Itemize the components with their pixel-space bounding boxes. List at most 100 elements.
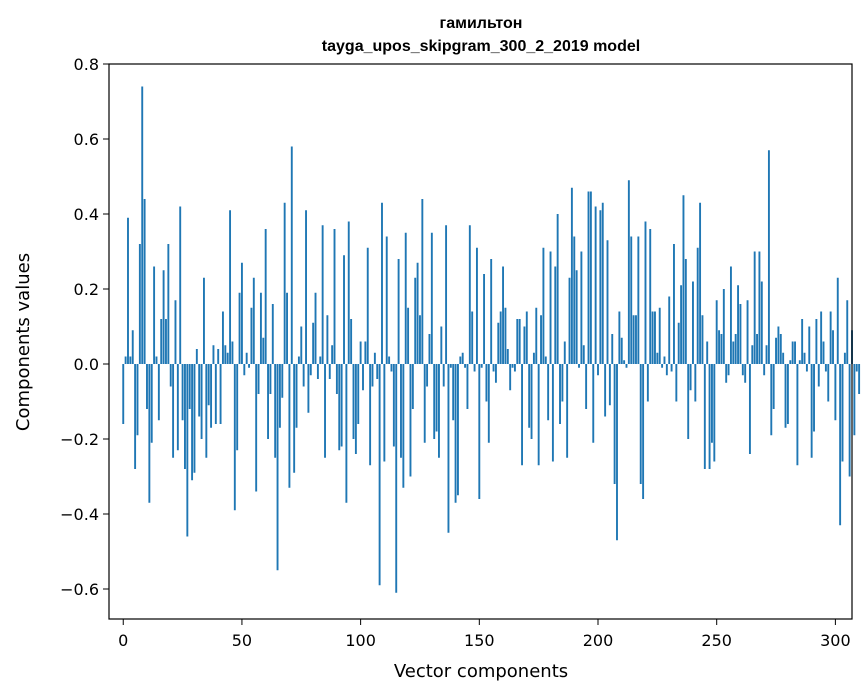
bar <box>127 217 129 364</box>
bar <box>841 364 844 462</box>
bar <box>373 352 376 364</box>
bar <box>485 364 488 402</box>
chart-title: гамильтон <box>440 15 523 32</box>
bar <box>570 187 573 364</box>
bar <box>684 259 687 364</box>
bar <box>523 326 526 364</box>
y-tick-label: 0.0 <box>74 355 99 374</box>
bar <box>411 364 414 409</box>
bar <box>343 255 345 364</box>
bar <box>354 364 357 454</box>
bar <box>839 364 842 526</box>
bar <box>589 191 592 364</box>
bar <box>324 364 326 458</box>
bar <box>217 349 220 364</box>
bar <box>471 311 474 364</box>
bar <box>226 352 229 364</box>
bar <box>528 364 531 428</box>
x-tick-label: 0 <box>118 631 128 650</box>
bar <box>238 292 241 364</box>
bar <box>858 364 861 394</box>
bar <box>188 364 191 409</box>
x-tick-label: 150 <box>464 631 495 650</box>
bar <box>611 334 614 364</box>
bar <box>466 364 469 409</box>
bar <box>513 364 516 372</box>
bar <box>578 364 580 368</box>
bar <box>195 349 198 364</box>
bar <box>796 364 799 466</box>
bar <box>573 236 576 364</box>
bar <box>150 364 153 443</box>
bar <box>696 247 699 364</box>
y-tick-label: −0.4 <box>60 505 99 524</box>
bar <box>556 214 559 364</box>
bar <box>608 364 611 406</box>
bar <box>307 364 310 413</box>
bar <box>741 364 744 376</box>
bar <box>381 202 383 364</box>
bar <box>426 364 429 387</box>
bar <box>433 364 436 439</box>
bar <box>214 364 217 424</box>
bar <box>497 322 500 364</box>
bar <box>416 262 419 364</box>
x-axis-ticks: 0 50 100 150 200 250 300 <box>118 619 851 650</box>
bar <box>646 364 649 402</box>
bar <box>264 229 267 364</box>
bar <box>537 364 540 466</box>
bar <box>758 251 761 364</box>
bar <box>409 364 412 477</box>
bar <box>630 236 633 364</box>
bar <box>480 364 483 368</box>
bar <box>138 244 141 364</box>
x-tick-label: 250 <box>701 631 732 650</box>
bar <box>221 311 224 364</box>
bar <box>580 251 583 364</box>
bar <box>478 364 481 499</box>
bar <box>257 364 260 394</box>
y-axis-label: Components values <box>13 253 34 431</box>
bar <box>400 364 402 458</box>
bar <box>687 364 690 439</box>
bar <box>383 364 386 462</box>
bar <box>366 247 369 364</box>
bar <box>689 364 692 391</box>
bar <box>392 364 395 447</box>
bar <box>855 364 858 372</box>
bar <box>798 360 801 364</box>
bar <box>252 277 255 364</box>
bar <box>815 319 818 364</box>
bar <box>347 221 350 364</box>
bar <box>245 352 248 364</box>
bar <box>654 311 656 364</box>
bar <box>675 364 678 402</box>
bar <box>352 364 355 439</box>
bar <box>335 364 338 394</box>
bar <box>748 364 751 454</box>
bar <box>668 296 671 364</box>
bar <box>494 364 497 383</box>
bar <box>155 356 158 364</box>
y-tick-label: 0.6 <box>74 130 99 149</box>
bar <box>597 364 599 376</box>
bar <box>554 266 557 364</box>
bar <box>402 364 405 488</box>
bar <box>385 236 388 364</box>
bar <box>532 352 535 364</box>
bar <box>566 364 569 458</box>
bar <box>312 322 315 364</box>
bar <box>157 364 160 421</box>
bar <box>637 236 640 364</box>
bar <box>551 364 554 462</box>
bar <box>300 326 303 364</box>
bar <box>305 210 307 364</box>
bar <box>283 202 286 364</box>
bar <box>350 319 353 364</box>
bar <box>357 364 360 424</box>
bar <box>340 364 343 447</box>
bar <box>713 364 716 462</box>
bar <box>267 364 269 439</box>
bar <box>338 364 341 451</box>
bar <box>791 341 794 364</box>
